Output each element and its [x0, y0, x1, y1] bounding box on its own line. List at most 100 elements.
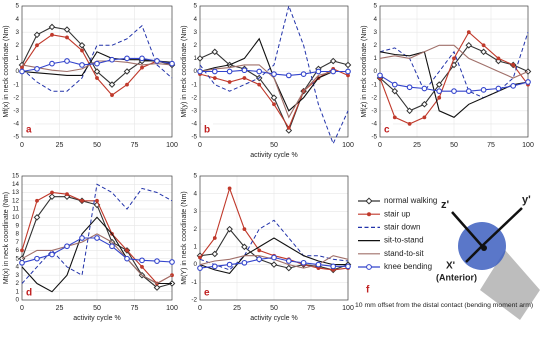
- y-axis-label: Mt(x) in neck coordinate (Nm): [3, 192, 10, 284]
- marker: [406, 84, 413, 91]
- y-axis-label: Mf(z) in neck coordinate (Nm): [361, 25, 368, 117]
- marker: [35, 43, 39, 48]
- axis-label: y': [522, 194, 531, 206]
- marker: [125, 248, 129, 253]
- marker: [495, 85, 502, 92]
- y-tick-label: 0: [15, 297, 19, 304]
- marker: [465, 41, 473, 49]
- axis-label: X': [446, 261, 455, 272]
- y-tick-label: -1: [13, 81, 19, 88]
- marker: [525, 79, 531, 85]
- marker: [330, 263, 337, 270]
- marker: [466, 30, 471, 35]
- y-tick-label: 9: [15, 222, 19, 229]
- marker: [330, 68, 337, 75]
- y-tick-label: 13: [12, 189, 20, 196]
- marker: [227, 186, 232, 191]
- x-tick-label: 50: [270, 305, 278, 312]
- marker: [421, 100, 428, 108]
- y-tick-label: 7: [15, 239, 19, 246]
- marker: [242, 227, 247, 232]
- y-tick-label: -2: [371, 94, 377, 101]
- series-line: [199, 4, 349, 145]
- y-tick-label: 0: [15, 68, 19, 75]
- z-axis: [451, 211, 483, 247]
- legend-marker: [367, 212, 371, 217]
- marker: [345, 263, 351, 270]
- marker: [407, 122, 412, 126]
- marker: [285, 258, 292, 264]
- legend-label: stair up: [384, 209, 411, 218]
- y-tick-label: 0: [193, 261, 197, 268]
- y-tick-label: -1: [191, 279, 197, 286]
- y-tick-label: 5: [193, 3, 197, 10]
- marker: [272, 102, 276, 107]
- x-tick-label: 0: [198, 305, 202, 312]
- y-tick-label: -2: [191, 94, 197, 101]
- marker: [50, 190, 54, 195]
- marker: [257, 248, 262, 253]
- y-tick-label: 1: [373, 55, 377, 62]
- y-tick-label: -3: [371, 107, 377, 114]
- y-tick-label: -2: [13, 94, 19, 101]
- y-tick-label: 1: [193, 55, 197, 62]
- y-tick-label: 10: [12, 214, 20, 221]
- marker: [435, 81, 443, 88]
- panel-label: d: [26, 288, 32, 299]
- marker: [271, 71, 277, 77]
- marker: [345, 68, 351, 75]
- x-tick-label: 0: [198, 142, 202, 149]
- series-line: [199, 219, 349, 271]
- marker: [480, 86, 487, 93]
- marker: [48, 23, 56, 31]
- marker: [300, 71, 307, 77]
- marker: [64, 58, 70, 64]
- panel-label-box: [24, 123, 35, 135]
- legend-marker: [365, 197, 373, 205]
- marker: [153, 284, 161, 291]
- marker: [65, 192, 69, 197]
- panel-label: b: [204, 125, 210, 136]
- y-tick-label: 4: [373, 16, 377, 23]
- marker: [79, 62, 85, 68]
- x-axis: [465, 245, 483, 263]
- marker: [511, 63, 516, 67]
- y-tick-label: 11: [12, 206, 19, 213]
- x-tick-label: 75: [131, 305, 139, 312]
- marker: [33, 214, 41, 221]
- y-tick-label: 3: [15, 272, 19, 279]
- y-tick-label: -4: [371, 121, 377, 128]
- marker: [63, 26, 71, 33]
- y-tick-label: 1: [15, 288, 19, 295]
- x-tick-label: 0: [20, 305, 24, 312]
- marker: [169, 60, 175, 67]
- y-tick-label: 4: [15, 264, 19, 271]
- marker: [125, 82, 129, 87]
- contact-point: [481, 245, 487, 251]
- marker: [285, 72, 292, 79]
- y-tick-label: 3: [193, 208, 197, 215]
- marker: [95, 76, 99, 80]
- y-tick-label: 14: [12, 181, 20, 188]
- marker: [93, 68, 101, 75]
- marker: [34, 66, 40, 72]
- marker: [50, 32, 54, 37]
- marker: [124, 255, 130, 262]
- panel-label-box: [382, 123, 393, 135]
- marker: [34, 255, 40, 262]
- marker: [285, 264, 293, 272]
- legend-label: stair down: [384, 223, 420, 232]
- marker: [315, 261, 322, 268]
- marker: [226, 68, 233, 75]
- marker: [197, 68, 203, 75]
- y-tick-label: -3: [13, 107, 19, 114]
- marker: [241, 243, 248, 251]
- x-tick-label: 0: [20, 142, 24, 149]
- marker: [422, 115, 427, 120]
- x-tick-label: 25: [233, 305, 241, 312]
- y-axis-label: Mf(x) in neck coordinate (Nm): [3, 25, 10, 117]
- series-line: [21, 233, 173, 285]
